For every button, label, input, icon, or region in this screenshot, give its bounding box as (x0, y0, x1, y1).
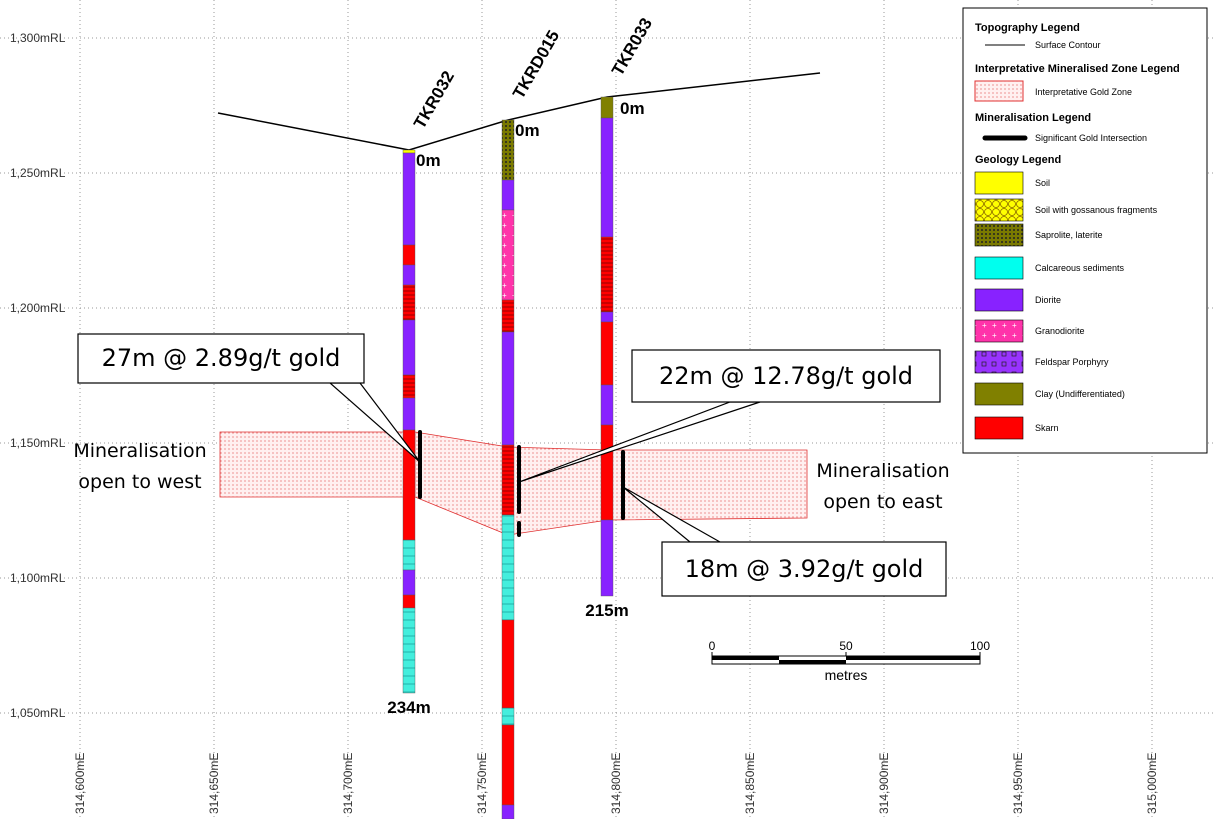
legend-swatch (975, 172, 1023, 194)
scale-tick: 0 (709, 639, 716, 653)
legend-item: Diorite (1035, 295, 1061, 305)
legend-heading: Geology Legend (975, 154, 1061, 166)
x-axis-label: 315,000mE (1145, 753, 1159, 814)
lithology (502, 120, 514, 180)
x-axis-label: 314,600mE (73, 753, 87, 814)
lithology (403, 570, 415, 595)
callout-text: 22m @ 12.78g/t gold (659, 362, 913, 390)
hole-name: TKR032 (410, 68, 458, 132)
legend-swatch (975, 289, 1023, 311)
hole-depth: 0m (416, 151, 441, 170)
scale-bar: 0 50 100 metres (709, 639, 991, 683)
legend-item: Saprolite, laterite (1035, 230, 1103, 240)
lithology (403, 540, 415, 570)
legend-swatch (975, 351, 1023, 373)
lithology (601, 385, 613, 425)
x-axis-label: 314,700mE (341, 753, 355, 814)
lithology (502, 620, 514, 708)
legend-swatch (975, 383, 1023, 405)
legend-heading: Topography Legend (975, 22, 1080, 34)
lithology (403, 398, 415, 430)
legend-item: Soil with gossanous fragments (1035, 205, 1158, 215)
legend-item: Granodiorite (1035, 326, 1085, 336)
legend-swatch (975, 320, 1023, 342)
legend-item: Feldspar Porphyry (1035, 357, 1109, 367)
lithology (403, 265, 415, 285)
x-axis-label: 314,900mE (877, 753, 891, 814)
x-axis-label: 314,850mE (743, 753, 757, 814)
lithology (601, 425, 613, 520)
lithology (502, 805, 514, 819)
lithology (403, 285, 415, 320)
lithology (502, 300, 514, 332)
lithology (601, 118, 613, 237)
legend: Topography Legend Surface Contour Interp… (963, 8, 1207, 453)
lithology (601, 97, 613, 118)
annotation: Mineralisation (816, 460, 949, 482)
lithology (502, 445, 514, 515)
annotation: open to east (823, 491, 942, 513)
legend-heading: Mineralisation Legend (975, 112, 1091, 124)
lithology (403, 595, 415, 608)
lithology (502, 332, 514, 445)
legend-item: Clay (Undifferentiated) (1035, 389, 1125, 399)
legend-item: Significant Gold Intersection (1035, 133, 1147, 143)
hole-depth: 215m (585, 601, 628, 620)
legend-item: Soil (1035, 178, 1050, 188)
scale-unit: metres (825, 667, 868, 683)
lithology (601, 322, 613, 385)
hole-name: TKR033 (608, 15, 656, 79)
legend-item: Surface Contour (1035, 40, 1101, 50)
hole-depth: 0m (620, 99, 645, 118)
lithology (502, 708, 514, 725)
annotation: Mineralisation (73, 440, 206, 462)
lithology (601, 237, 613, 312)
legend-swatch (975, 417, 1023, 439)
lithology (403, 245, 415, 265)
y-axis-label: 1,300mRL (10, 31, 66, 45)
lithology (403, 153, 415, 245)
lithology (502, 180, 514, 210)
legend-swatch (975, 224, 1023, 246)
lithology (403, 150, 415, 153)
y-axis-label: 1,050mRL (10, 706, 66, 720)
legend-swatch (975, 199, 1023, 221)
callout-text: 18m @ 3.92g/t gold (685, 555, 924, 583)
legend-item: Calcareous sediments (1035, 263, 1125, 273)
lithology (601, 312, 613, 322)
y-axis-label: 1,200mRL (10, 301, 66, 315)
legend-item: Interpretative Gold Zone (1035, 87, 1132, 97)
lithology (403, 608, 415, 693)
legend-swatch (975, 257, 1023, 279)
annotation: open to west (78, 471, 201, 493)
legend-item: Skarn (1035, 423, 1059, 433)
section: + 27m @ 2.89g/t gold 22m @ 12.78g/t gold… (0, 0, 1213, 819)
y-axis-label: 1,100mRL (10, 571, 66, 585)
lithology (601, 520, 613, 596)
lithology (403, 375, 415, 398)
scale-tick: 50 (839, 639, 853, 653)
y-axis-label: 1,150mRL (10, 436, 66, 450)
lithology (502, 725, 514, 805)
x-axis-label: 314,750mE (475, 753, 489, 814)
x-axis-label: 314,800mE (609, 753, 623, 814)
x-axis-label: 314,950mE (1011, 753, 1025, 814)
scale-tick: 100 (970, 639, 990, 653)
callout-text: 27m @ 2.89g/t gold (102, 344, 341, 372)
hole-depth: 234m (387, 698, 430, 717)
hole-depth: 0m (515, 121, 540, 140)
y-axis-label: 1,250mRL (10, 166, 66, 180)
lithology (502, 210, 514, 300)
x-axis-label: 314,650mE (207, 753, 221, 814)
lithology (502, 515, 514, 620)
legend-heading: Interpretative Mineralised Zone Legend (975, 63, 1180, 75)
lithology (403, 320, 415, 375)
